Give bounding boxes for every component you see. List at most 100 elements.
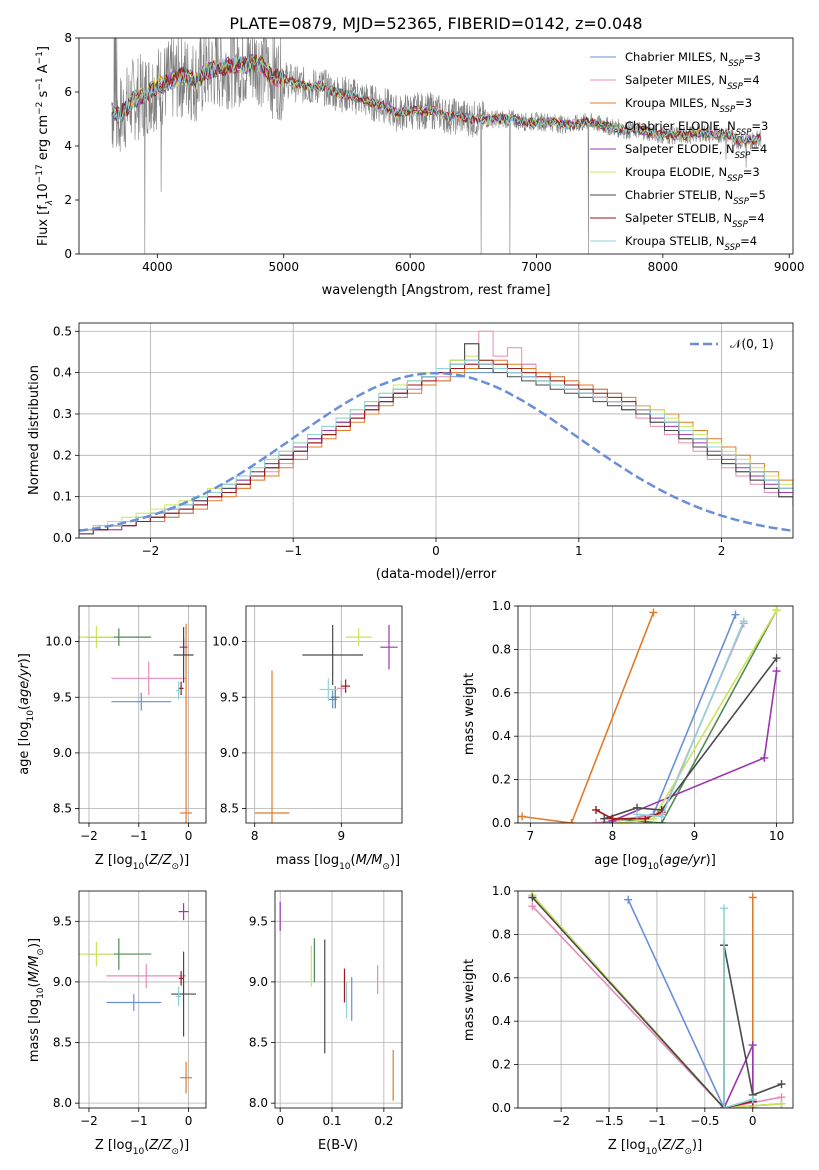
legend-sub: SSP: [728, 59, 744, 69]
errorbar-chabrier-stelib: [171, 951, 197, 1037]
series-marker: [591, 805, 600, 814]
label-part: Z [log: [608, 1138, 646, 1153]
label-part: Z [log: [95, 853, 133, 868]
label-part: (: [657, 1138, 662, 1153]
label-part: mass [log: [276, 853, 339, 868]
legend-sub: SSP: [720, 105, 736, 115]
x-tick-label: 0: [432, 544, 440, 558]
plot-area: [79, 623, 194, 823]
label-part: 10: [646, 1147, 658, 1157]
x-tick-label: 9: [338, 829, 346, 843]
y-tick-label: 9.5: [53, 690, 72, 704]
legend-entry: Salpeter MILES, NSSP=4: [625, 73, 760, 92]
x-axis-label: Z [log10(Z/Z⊙)]: [95, 1138, 189, 1157]
y-tick-label: 0.8: [492, 927, 511, 941]
legend-sub: SSP: [732, 220, 748, 230]
series-marker: [772, 606, 781, 615]
y-tick-label: 9.0: [53, 975, 72, 989]
legend-entry: Salpeter STELIB, NSSP=4: [625, 211, 765, 230]
y-axis-label: mass weight: [462, 673, 477, 755]
y-axis-label: mass [log10(M/M⊙)]: [27, 938, 46, 1062]
y-tick-label: 0.2: [492, 1058, 511, 1072]
label-part: 10: [26, 710, 36, 722]
y-tick-label: 8.5: [220, 802, 239, 816]
label-part: 10: [36, 183, 51, 200]
errorbar-kroupa-miles: [180, 623, 193, 823]
x-tick-label: −1.5: [594, 1114, 623, 1128]
legend-tail: =4: [740, 234, 757, 248]
series-line: [603, 657, 778, 820]
series-marker: [731, 610, 740, 619]
axes-frame: [78, 605, 207, 824]
axes-frame-spectrum: 4000 5000 6000 7000 8000 9000 0 2 4 6 8 Chabrier MI…: [35, 31, 804, 298]
y-tick-label: 9.5: [53, 914, 72, 928]
legend-entry: Kroupa MILES, NSSP=3: [625, 96, 752, 115]
errorbar-salpeter-elodie: [178, 903, 189, 921]
x-tick-label: −2: [80, 1114, 98, 1128]
y-tick-label: 1.0: [492, 599, 511, 613]
y-tick-label: 0.0: [492, 1101, 511, 1115]
x-tick-label: 2: [718, 544, 726, 558]
series-line: [723, 908, 754, 1108]
legend-entry: Chabrier ELODIE, NSSP=3: [625, 119, 768, 138]
label-part: )]: [17, 653, 32, 663]
label-part: ⊙: [36, 948, 46, 956]
plot-area: [528, 891, 786, 1108]
label-part: (: [351, 853, 356, 868]
y-tick-label: 8: [64, 31, 72, 45]
y-tick-label: 6: [64, 85, 72, 99]
legend-tail: =4: [750, 142, 767, 156]
x-tick-label: 7000: [521, 260, 552, 274]
legend-tail: =3: [735, 96, 752, 110]
legend-text: Kroupa MILES, N: [625, 96, 720, 110]
legend-text: Salpeter ELODIE, N: [625, 142, 735, 156]
series-marker: [772, 654, 781, 663]
y-tick-label: 0.4: [492, 729, 511, 743]
label-part: age/yr: [664, 853, 707, 868]
y-tick-label: 8.0: [249, 1096, 268, 1110]
label-part: Z/Z: [661, 1138, 685, 1153]
series-marker: [641, 814, 650, 823]
x-tick-label: −2: [552, 1114, 570, 1128]
axes-frame: [78, 890, 207, 1109]
series-line: [612, 609, 778, 823]
y-axis-label: Flux [fλ10−17 erg cm−2 s−1 A−1]: [35, 46, 55, 246]
label-part: age/yr: [17, 662, 32, 705]
y-tick-label: 9.0: [53, 746, 72, 760]
label-part: Flux [f: [36, 205, 51, 246]
label-part: )]: [390, 853, 400, 868]
label-part: (: [144, 1138, 149, 1153]
x-tick-label: 0: [185, 829, 193, 843]
series-line: [636, 620, 745, 818]
label-part: 10: [133, 862, 145, 872]
x-axis-label: Z [log10(Z/Z⊙)]: [608, 1138, 702, 1157]
x-tick-label: −2: [142, 544, 160, 558]
errorbar-salpeter-stelib: [178, 971, 184, 986]
y-tick-label: 9.5: [249, 914, 268, 928]
series-marker: [777, 1080, 786, 1089]
axes-spectrum: [111, 38, 762, 254]
y-tick-label: 1.0: [492, 884, 511, 898]
series-line: [620, 609, 778, 823]
x-tick-label: 8: [609, 829, 617, 843]
x-tick-label: 9000: [774, 260, 805, 274]
errorbar-chabrier-stelib: [173, 627, 194, 683]
legend-entry: Kroupa STELIB, NSSP=4: [625, 234, 757, 253]
x-axis-label: E(B-V): [318, 1138, 358, 1153]
label-part: )]: [692, 1138, 702, 1153]
histogram-kroupa-stelib: [79, 359, 793, 538]
series-marker: [748, 1095, 757, 1104]
label-part: mass [log: [27, 999, 42, 1062]
errorbar-salpeter-stelib: [341, 679, 350, 693]
x-tick-label: −1: [284, 544, 302, 558]
legend-tail: =4: [748, 211, 765, 225]
series-line: [595, 623, 745, 823]
series-marker: [567, 819, 576, 823]
x-tick-label: −1: [648, 1114, 666, 1128]
plot-area: [111, 38, 762, 254]
label-part: 10: [647, 862, 659, 872]
series-kroupa-elodie: [616, 606, 781, 823]
axes-frame-age_vs_mass: 8 9 8.5 9.0 9.5 10.0 mass [log10(M/M⊙)]: [212, 605, 403, 872]
errorbar-salpeter-elodie: [380, 624, 398, 670]
